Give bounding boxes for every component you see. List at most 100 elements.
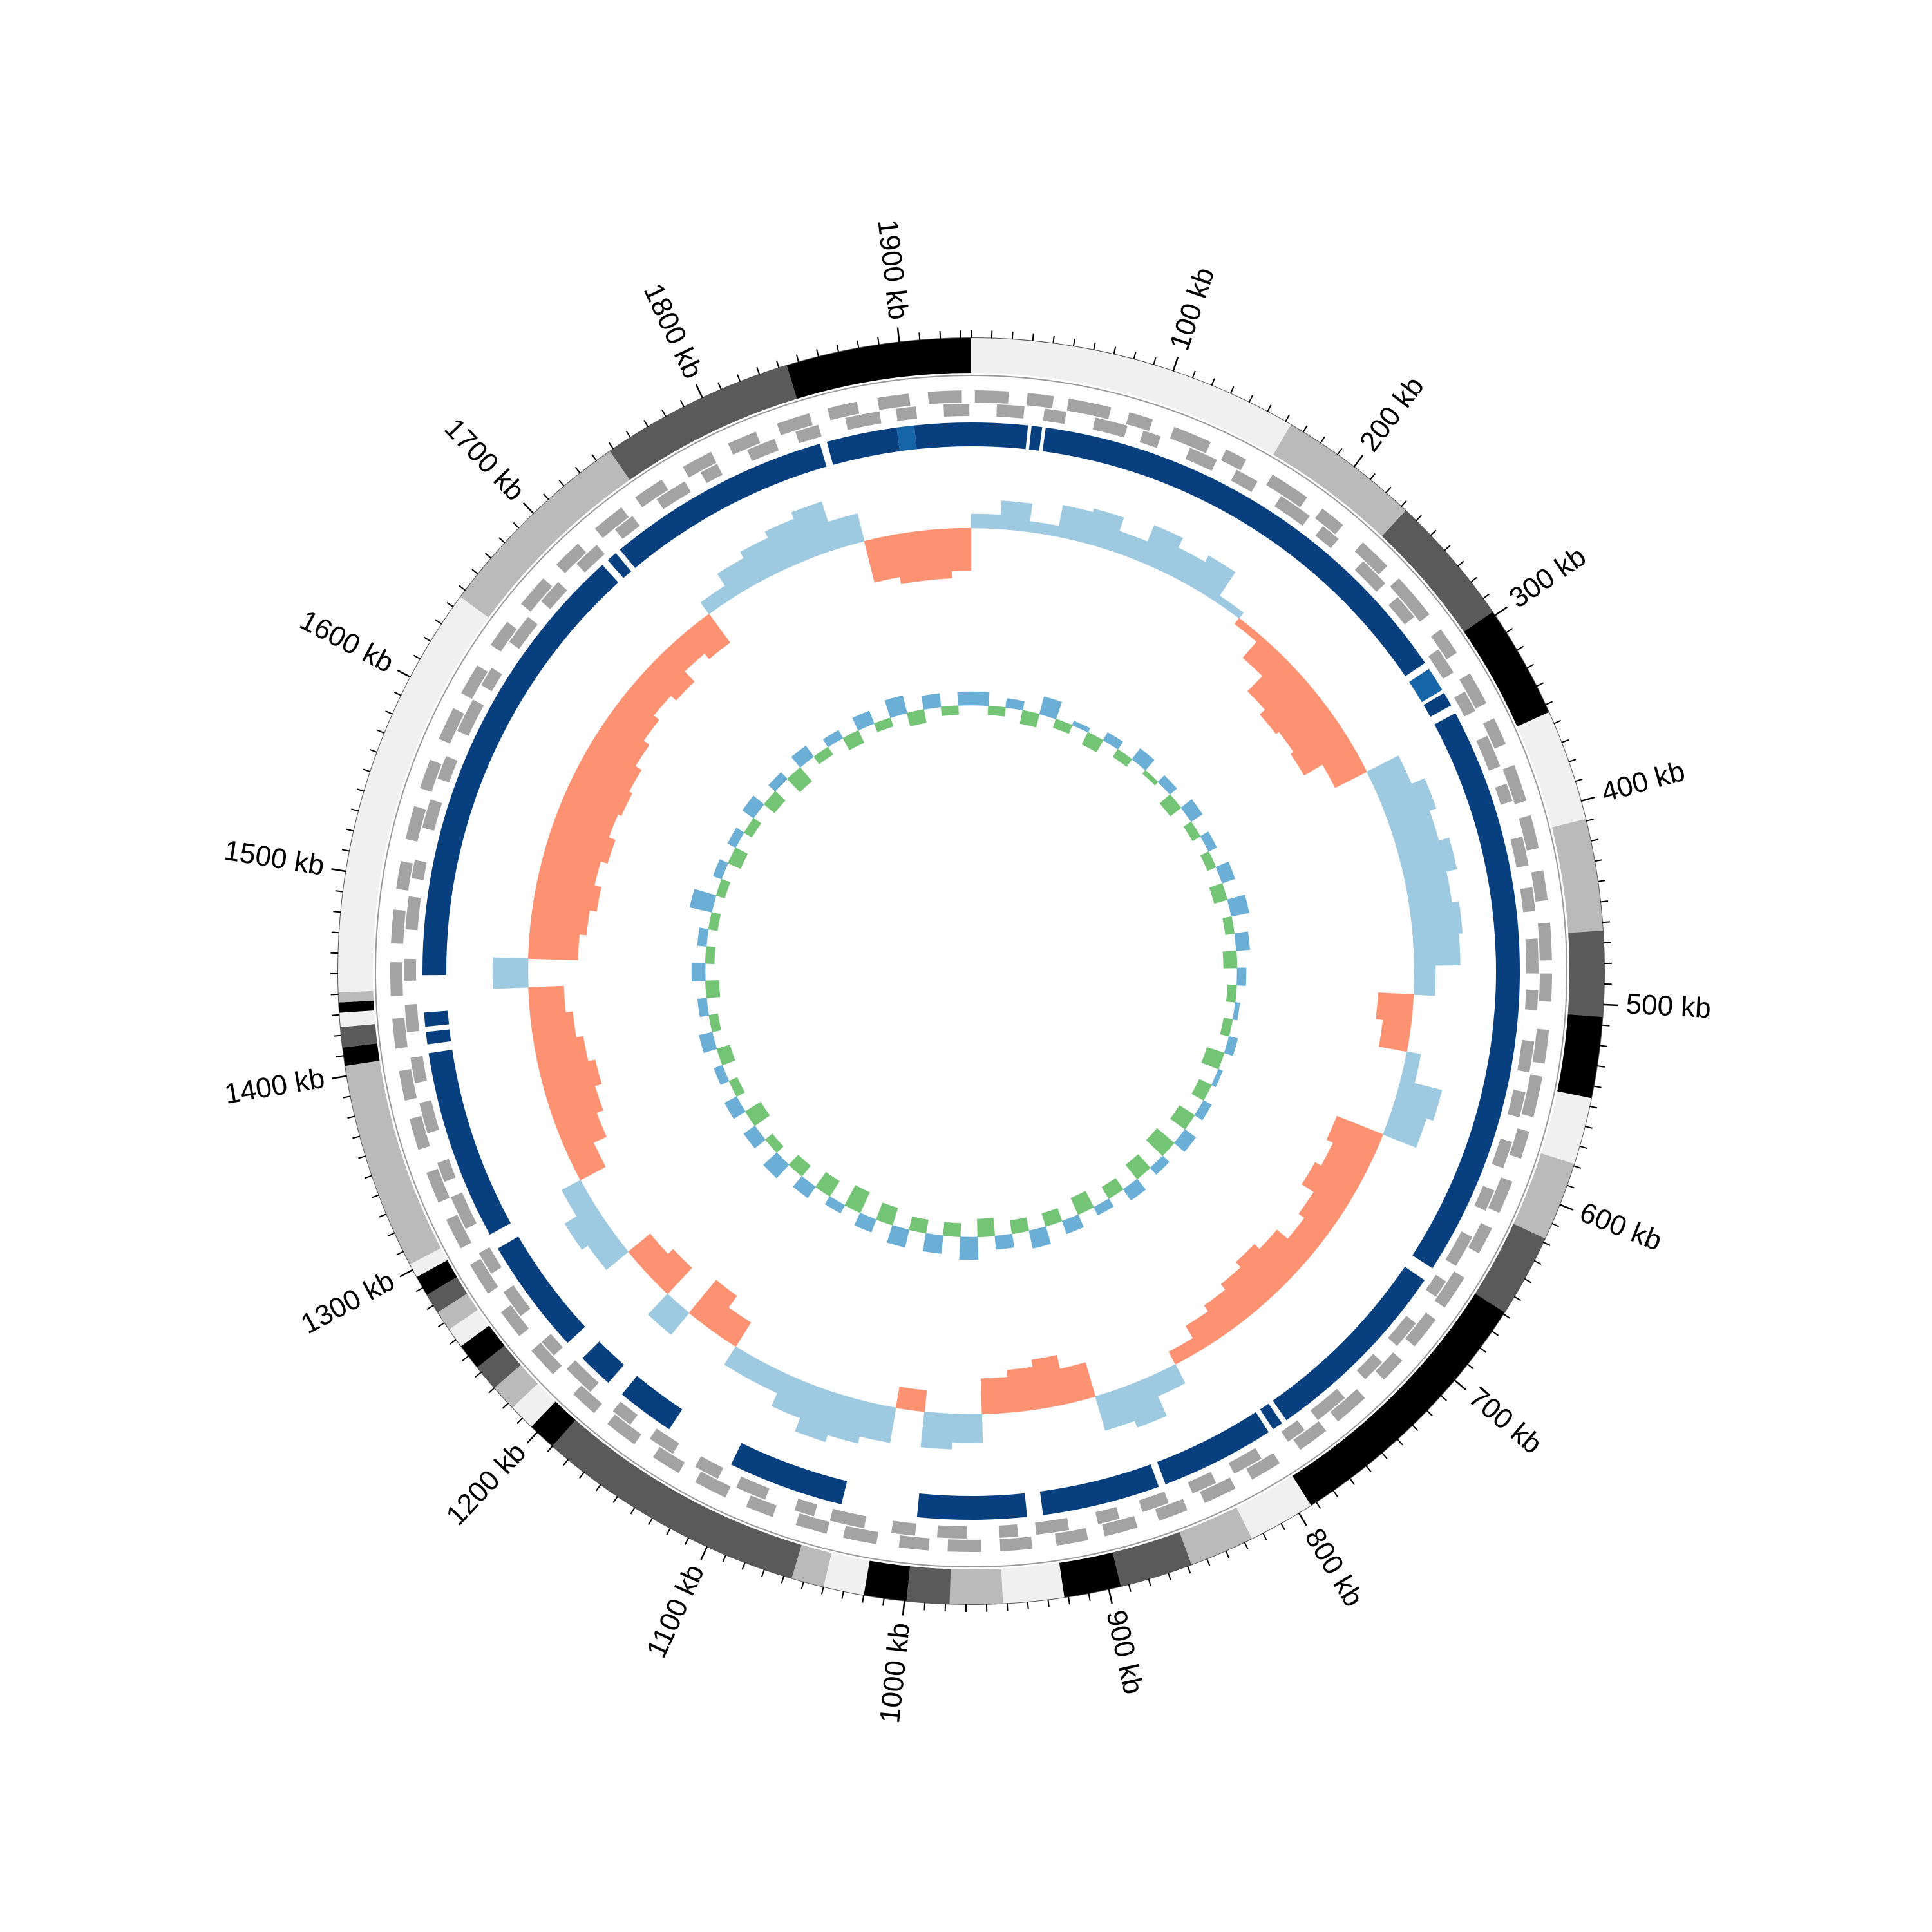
gc-content-bar: [1183, 821, 1201, 842]
gc-skew-bar: [920, 528, 952, 581]
major-tick: [1580, 796, 1596, 802]
gene: [457, 699, 484, 736]
band: [906, 1566, 951, 1604]
major-tick: [1559, 1204, 1574, 1211]
minor-tick: [347, 1115, 355, 1119]
gc-content-bar: [873, 717, 894, 732]
band: [949, 1568, 1003, 1605]
gene: [1474, 1186, 1495, 1211]
minor-tick: [1502, 1313, 1510, 1319]
gene: [1220, 449, 1247, 471]
band: [410, 1248, 448, 1277]
tick-label: 600 kb: [1575, 1197, 1666, 1257]
gc-content-bar: [689, 889, 717, 913]
gene: [521, 578, 553, 612]
minor-tick: [1191, 370, 1196, 379]
gc-skew-bar: [492, 957, 529, 989]
band: [461, 1325, 505, 1368]
gc-skew-bar: [528, 985, 566, 1017]
minor-tick: [346, 828, 354, 832]
block: [1412, 713, 1520, 1269]
gene: [409, 1115, 430, 1150]
gc-content-bar: [987, 705, 1006, 717]
block: [914, 422, 971, 450]
minor-tick: [1551, 1222, 1559, 1227]
band: [512, 1383, 556, 1427]
gene: [736, 1476, 770, 1500]
tick-label: 1200 kb: [440, 1437, 532, 1532]
gc-skew-bar: [1376, 992, 1414, 1024]
gc-skew-bar: [971, 513, 1001, 529]
minor-tick: [335, 890, 343, 893]
gene: [1425, 1274, 1446, 1297]
gene: [411, 860, 427, 880]
gene: [695, 1471, 731, 1498]
minor-tick: [1153, 357, 1157, 365]
tick-label: 1600 kb: [295, 604, 399, 679]
minor-tick: [1401, 500, 1407, 507]
band: [338, 990, 374, 1003]
gc-content-bar: [1180, 799, 1203, 822]
block: [424, 1010, 450, 1027]
block: [621, 1376, 683, 1430]
gene: [877, 393, 911, 410]
gene: [451, 1192, 477, 1229]
gene: [1539, 973, 1552, 1002]
minor-tick: [435, 619, 442, 625]
gc-content-bar: [705, 946, 716, 964]
tick-label: 500 kb: [1625, 988, 1712, 1024]
minor-tick: [737, 374, 741, 383]
minor-tick: [356, 788, 365, 792]
gene: [1520, 887, 1536, 913]
minor-tick: [841, 1591, 844, 1599]
minor-tick: [1168, 1572, 1171, 1580]
minor-tick: [1575, 778, 1583, 782]
gc-content-bar: [1173, 1129, 1197, 1152]
gene: [701, 464, 723, 484]
gene: [1026, 393, 1054, 408]
gc-content-bar: [697, 998, 710, 1018]
gc-skew-bar: [1412, 933, 1461, 966]
gene: [461, 665, 488, 699]
gc-skew-bar: [1378, 1019, 1412, 1052]
major-tick: [1108, 1589, 1113, 1604]
gene: [937, 1525, 967, 1539]
minor-tick: [1426, 1410, 1433, 1417]
minor-tick: [1561, 739, 1569, 744]
tick-label: 300 kb: [1504, 540, 1592, 614]
gene: [1459, 673, 1487, 709]
band: [427, 1276, 468, 1312]
minor-tick: [1093, 342, 1096, 350]
gc-skew-bar: [1215, 595, 1244, 619]
gc-content-bar: [977, 1218, 996, 1238]
gc-content-bar: [854, 1212, 876, 1233]
band: [531, 1401, 576, 1446]
minor-tick: [370, 748, 377, 753]
gc-content-bar: [959, 1236, 979, 1260]
gc-content-bar: [1039, 696, 1063, 719]
minor-tick: [1596, 1065, 1605, 1068]
block: [731, 1443, 848, 1504]
band: [1112, 1531, 1192, 1587]
band: [437, 1293, 478, 1330]
minor-tick: [1553, 719, 1562, 724]
minor-tick: [1369, 473, 1376, 480]
minor-tick: [1280, 1522, 1285, 1531]
minor-tick: [1262, 1532, 1267, 1540]
minor-tick: [462, 1355, 469, 1361]
gene: [1354, 542, 1388, 575]
gene: [1488, 1177, 1513, 1213]
minor-tick: [574, 466, 581, 474]
gene: [898, 1535, 930, 1551]
band: [460, 451, 630, 618]
gc-content-bar: [791, 745, 815, 768]
gc-content-bar: [1224, 1036, 1238, 1056]
minor-tick: [415, 1287, 424, 1293]
minor-tick: [1524, 1278, 1532, 1283]
block: [1039, 1464, 1159, 1515]
gene: [996, 404, 1025, 419]
minor-tick: [358, 1155, 366, 1159]
gc-content-bar: [887, 1225, 910, 1248]
minor-tick: [1088, 1593, 1091, 1601]
gene: [795, 424, 822, 444]
